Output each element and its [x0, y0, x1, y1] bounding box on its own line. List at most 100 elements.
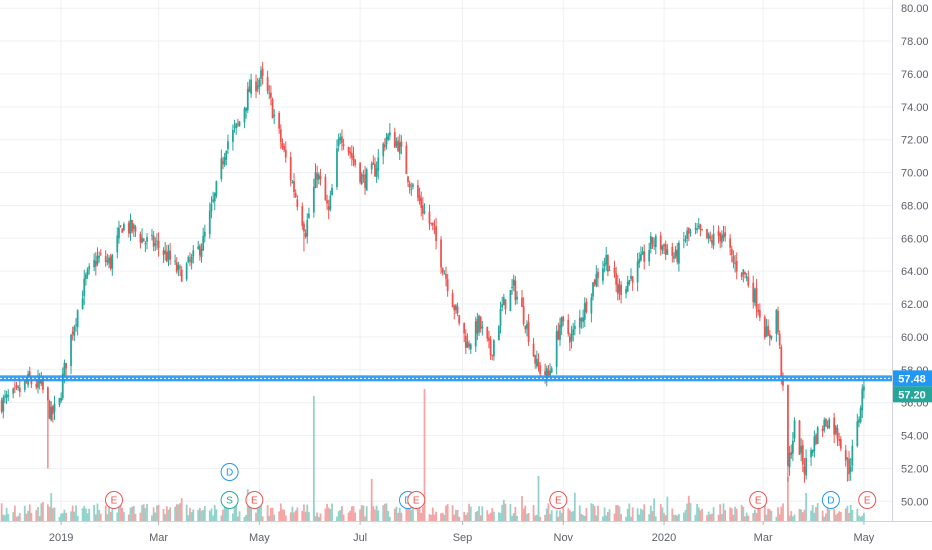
event-marker-d[interactable]: D	[821, 491, 840, 509]
volume-bar	[522, 508, 525, 521]
volume-bar	[258, 506, 261, 521]
candle-body	[801, 445, 804, 465]
candle-body	[326, 200, 328, 204]
volume-bar	[266, 505, 269, 521]
volume-bar	[134, 513, 137, 521]
y-tick-label: 64.00	[901, 266, 929, 278]
price-axis[interactable]: 50.0052.0054.0056.0058.0060.0062.0064.00…	[901, 3, 929, 508]
event-markers[interactable]: ESDEDEEEDE	[104, 463, 877, 509]
volume-bar	[800, 509, 803, 521]
volume-bar	[514, 506, 517, 521]
candle-body	[331, 187, 333, 196]
candle-body	[352, 155, 355, 161]
candle-body	[765, 326, 768, 337]
time-axis[interactable]: 2019 Mar May Jul Sep Nov 2020 Mar May	[49, 521, 875, 544]
horizontal-line-group[interactable]	[0, 375, 892, 382]
event-marker-e[interactable]: E	[104, 491, 123, 509]
candle-body	[354, 159, 357, 165]
candle-body	[735, 261, 738, 272]
volume-bar	[625, 516, 627, 521]
candle-body	[464, 335, 467, 348]
volume-bar	[532, 505, 535, 521]
event-marker-e[interactable]: E	[245, 491, 264, 509]
volume-bar	[329, 509, 332, 521]
event-marker-d[interactable]: D	[220, 463, 239, 481]
candle-body	[826, 425, 829, 428]
volume-bar	[562, 504, 565, 521]
volume-bar	[109, 511, 112, 521]
candle-body	[435, 226, 437, 241]
volume-bar	[433, 514, 436, 521]
volume-bar	[233, 506, 236, 521]
candle-body	[365, 169, 368, 191]
candle-body	[83, 278, 86, 297]
volume-bar	[63, 509, 66, 521]
candle-body	[815, 435, 817, 444]
volume-bar	[139, 512, 142, 521]
candle-body	[141, 237, 143, 243]
candle-body	[421, 205, 424, 214]
horizontal-line-price-label-text: 57.48	[898, 373, 926, 385]
event-marker-circle	[407, 491, 426, 509]
volume-bar	[582, 515, 585, 521]
candle-body	[825, 418, 827, 427]
candle-body	[719, 233, 722, 241]
volume-bar	[289, 512, 292, 521]
volume-bar	[131, 506, 134, 521]
candle-body	[400, 141, 403, 147]
volume-bar	[486, 510, 489, 521]
volume-bar	[787, 477, 789, 521]
candle-body	[570, 333, 573, 341]
candle-body	[342, 144, 345, 147]
candle-body	[755, 287, 758, 309]
volume-bar	[463, 511, 466, 521]
candle-body	[283, 146, 286, 151]
candle-body	[805, 458, 808, 476]
volume-bar	[651, 511, 654, 521]
candle-body	[654, 236, 657, 248]
volume-bar	[440, 513, 442, 521]
volume-bar	[393, 508, 396, 521]
candle-body	[678, 242, 680, 264]
candle-body	[493, 340, 495, 357]
event-marker-e[interactable]: E	[858, 491, 877, 509]
x-tick-label: May	[854, 532, 875, 544]
candle-body	[177, 264, 180, 270]
candle-body	[798, 420, 801, 455]
candle-body	[250, 79, 252, 94]
volume-bar	[75, 505, 77, 521]
volume-bar	[15, 516, 18, 521]
horizontal-line-price-label: 57.48	[893, 370, 932, 387]
y-tick-label: 68.00	[901, 200, 929, 212]
volume-bar	[169, 507, 172, 521]
candle-body	[48, 401, 51, 419]
candle-body	[212, 199, 214, 202]
candle-body	[732, 256, 735, 263]
candle-body	[192, 250, 195, 257]
candle-body	[780, 347, 783, 376]
candle-body	[532, 343, 535, 357]
candle-body	[775, 309, 778, 334]
volume-bar	[527, 512, 530, 521]
candle-body	[15, 385, 18, 387]
volume-bar	[364, 516, 366, 521]
candle-body	[592, 282, 594, 297]
candle-body	[823, 419, 826, 431]
candle-body	[156, 240, 158, 242]
volume-bar	[443, 514, 446, 521]
candle-body	[271, 99, 274, 119]
candle-body	[312, 186, 315, 213]
event-marker-s[interactable]: S	[220, 491, 239, 509]
volume-bar	[83, 505, 86, 521]
candle-body	[227, 141, 229, 150]
event-marker-e[interactable]: E	[549, 491, 568, 509]
candle-body	[643, 251, 646, 262]
volume-bar	[307, 512, 310, 521]
volume-bar	[293, 512, 295, 521]
event-marker-e[interactable]: E	[749, 491, 768, 509]
candle-body	[491, 354, 494, 356]
candle-body	[722, 233, 725, 238]
event-marker-e[interactable]: E	[407, 491, 426, 509]
candle-body	[144, 243, 147, 245]
candle-body	[243, 108, 246, 123]
